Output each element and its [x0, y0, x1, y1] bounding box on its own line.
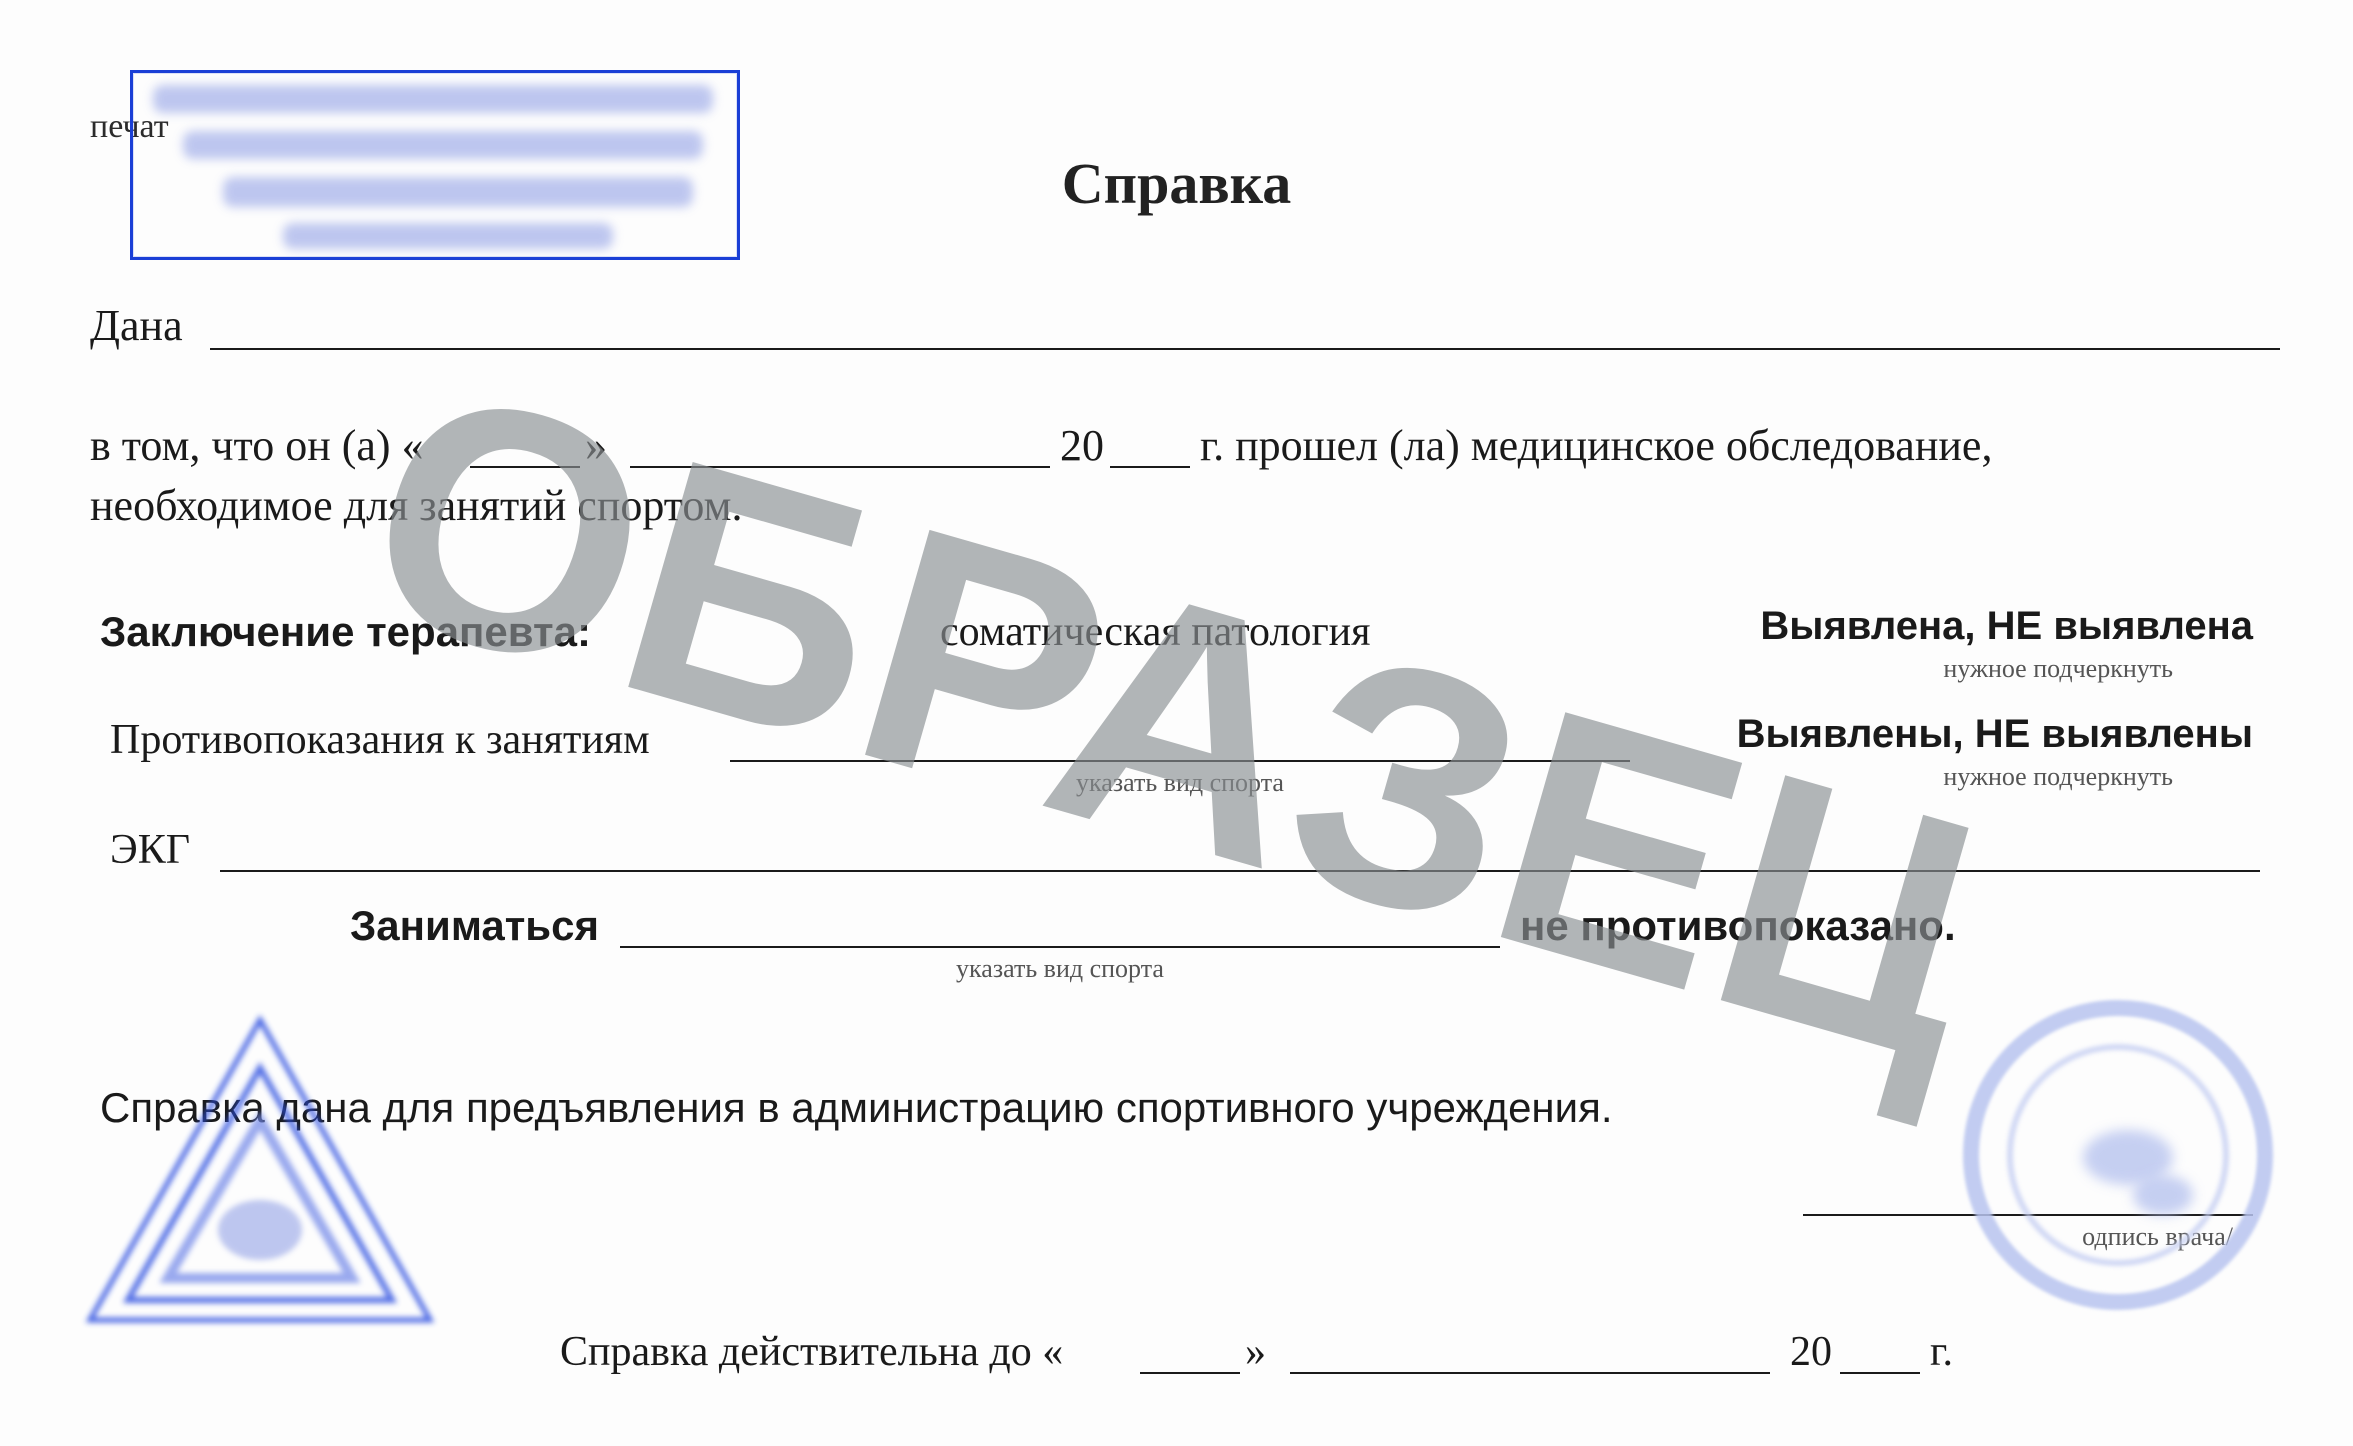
detected-1: Выявлена, НЕ выявлена	[1760, 604, 2253, 649]
practice-sport-caption: указать вид спорта	[620, 954, 1500, 984]
exam-year-underline	[1110, 466, 1190, 468]
practice-tail: не противопоказано.	[1520, 902, 1956, 950]
valid-year-suffix: г.	[1930, 1328, 1953, 1376]
pathology-label: соматическая патология	[940, 608, 1370, 656]
therapist-label: Заключение терапевта:	[100, 608, 591, 656]
valid-month-underline	[1290, 1372, 1770, 1374]
exam-month-underline	[630, 466, 1050, 468]
practice-label: Заниматься	[350, 902, 599, 950]
contra-label: Противопоказания к занятиям	[110, 716, 650, 764]
valid-prefix: Справка действительна до «	[560, 1328, 1063, 1376]
ekg-label: ЭКГ	[110, 826, 190, 874]
exam-year-prefix: 20	[1060, 420, 1104, 471]
valid-close-quote: »	[1245, 1328, 1266, 1376]
dana-label: Дана	[90, 300, 183, 351]
document-page: ОБРАЗЕЦ печат Справка Дана в том, что он…	[0, 0, 2353, 1446]
round-stamp	[1963, 1000, 2273, 1310]
dana-underline	[210, 348, 2280, 350]
exam-after-year: г. прошел (ла) медицинское обследование,	[1200, 420, 1992, 471]
exam-close-quote: »	[585, 420, 607, 471]
practice-sport-underline	[620, 946, 1500, 948]
valid-year-prefix: 20	[1790, 1328, 1832, 1376]
exam-row2: необходимое для занятий спортом.	[90, 480, 742, 531]
detected-1-note: нужное подчеркнуть	[1943, 654, 2173, 684]
contra-sport-caption: указать вид спорта	[730, 768, 1630, 798]
document-title: Справка	[0, 150, 2353, 217]
ekg-underline	[220, 870, 2260, 872]
exam-prefix: в том, что он (а) «	[90, 420, 424, 471]
triangle-stamp	[80, 1010, 440, 1330]
exam-day-underline	[470, 466, 580, 468]
detected-2-note: нужное подчеркнуть	[1943, 762, 2173, 792]
detected-2: Выявлены, НЕ выявлены	[1737, 712, 2253, 757]
valid-year-underline	[1840, 1372, 1920, 1374]
contra-sport-underline	[730, 760, 1630, 762]
valid-day-underline	[1140, 1372, 1240, 1374]
